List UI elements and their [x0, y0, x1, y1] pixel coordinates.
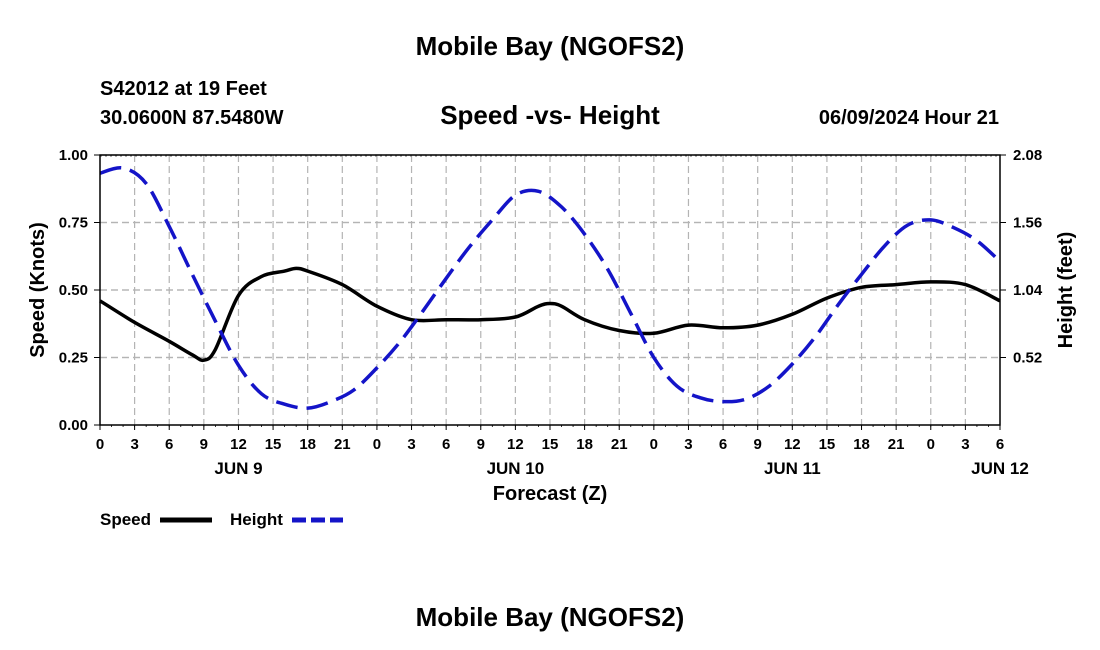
x-tick-label: 21 [888, 436, 905, 453]
x-day-label: JUN 10 [487, 459, 545, 478]
x-tick-label: 15 [819, 436, 836, 453]
x-tick-label: 15 [265, 436, 282, 453]
x-tick-label: 12 [784, 436, 801, 453]
x-tick-label: 9 [200, 436, 208, 453]
page-title: Mobile Bay (NGOFS2) [416, 31, 685, 61]
x-tick-label: 21 [611, 436, 628, 453]
y-left-tick-label: 0.75 [59, 215, 88, 232]
y-right-tick-label: 1.56 [1013, 215, 1042, 232]
x-tick-label: 6 [996, 436, 1004, 453]
y-right-tick-label: 2.08 [1013, 147, 1042, 164]
y-left-tick-label: 0.00 [59, 417, 88, 434]
y-left-tick-label: 0.50 [59, 282, 88, 299]
x-tick-label: 18 [576, 436, 593, 453]
series-group [99, 165, 1002, 410]
grid-lines [100, 154, 1000, 425]
y-axis-label-left: Speed (Knots) [27, 222, 49, 358]
x-tick-label: 6 [442, 436, 450, 453]
x-tick-label: 18 [853, 436, 870, 453]
y-right-tick-label: 1.04 [1013, 282, 1043, 299]
x-day-label: JUN 11 [764, 459, 821, 478]
bottom-title: Mobile Bay (NGOFS2) [416, 602, 685, 632]
x-tick-label: 12 [230, 436, 247, 453]
station-label: S42012 at 19 Feet [100, 78, 267, 100]
x-tick-label: 6 [165, 436, 173, 453]
x-tick-label: 0 [650, 436, 658, 453]
coordinates-label: 30.0600N 87.5480W [100, 107, 284, 129]
x-tick-label: 6 [719, 436, 727, 453]
x-tick-label: 15 [542, 436, 559, 453]
x-axis-label: Forecast (Z) [493, 483, 607, 505]
x-tick-label: 0 [96, 436, 104, 453]
x-tick-label: 21 [334, 436, 351, 453]
legend-label-speed: Speed [100, 510, 151, 529]
legend: Speed Height [100, 510, 343, 529]
legend-label-height: Height [230, 510, 283, 529]
x-tick-label: 18 [299, 436, 316, 453]
y-right-tick-label: 0.52 [1013, 350, 1042, 367]
x-tick-label: 3 [684, 436, 692, 453]
y-left-tick-label: 0.25 [59, 350, 88, 367]
chart-title: Speed -vs- Height [440, 100, 660, 130]
datetime-label: 06/09/2024 Hour 21 [819, 107, 999, 129]
x-tick-label: 3 [407, 436, 415, 453]
x-tick-label: 12 [507, 436, 524, 453]
y-left-tick-label: 1.00 [59, 147, 88, 164]
x-day-label: JUN 9 [214, 459, 262, 478]
x-tick-label: 0 [927, 436, 935, 453]
series-line-height [99, 165, 1002, 410]
tick-group: 0 3 6 9 12 15 18 21 0 3 6 9 12 15 18 21 0 3 6 9 12 15 18 21 0 3 6 J… [59, 147, 1043, 478]
x-tick-label: 3 [961, 436, 969, 453]
y-axis-label-right: Height (feet) [1055, 232, 1077, 349]
x-tick-label: 3 [130, 436, 138, 453]
x-tick-label: 0 [373, 436, 381, 453]
x-tick-label: 9 [754, 436, 762, 453]
x-day-label: JUN 12 [971, 459, 1029, 478]
x-tick-label: 9 [477, 436, 485, 453]
